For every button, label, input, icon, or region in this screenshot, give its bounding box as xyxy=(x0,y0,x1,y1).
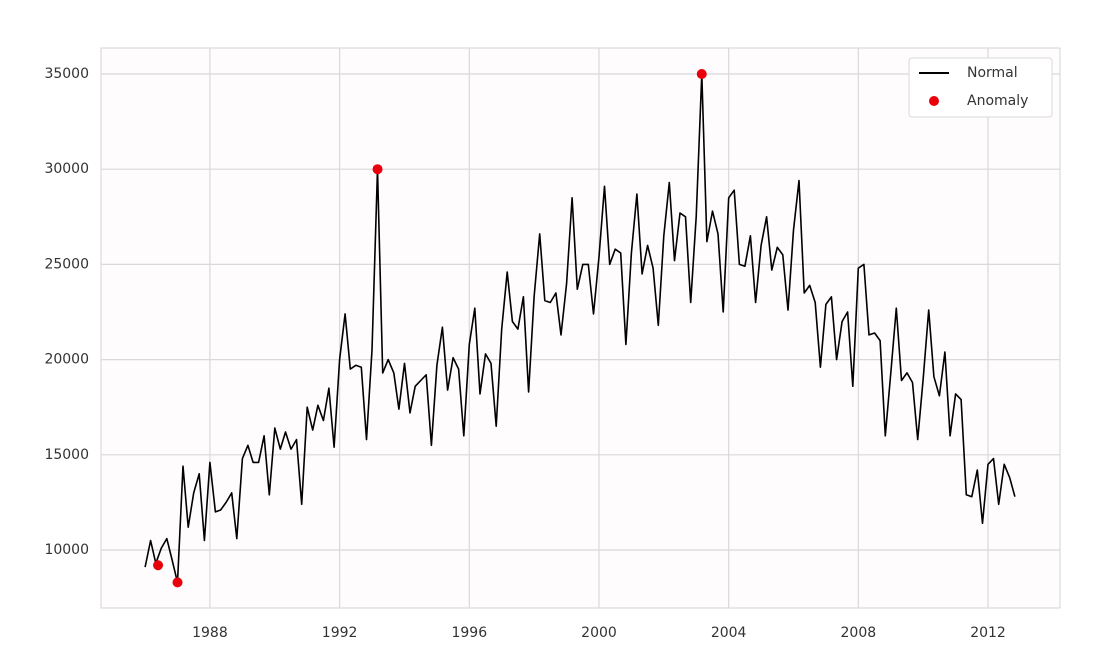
legend-label: Normal xyxy=(967,65,1018,81)
legend: Normal Anomaly xyxy=(908,57,1053,118)
y-tick-label: 30000 xyxy=(44,161,89,177)
plot-area xyxy=(100,47,1061,609)
x-tick-label: 2000 xyxy=(581,625,617,641)
y-tick-label: 35000 xyxy=(44,66,89,82)
y-tick-label: 20000 xyxy=(44,352,89,368)
x-tick-label: 2004 xyxy=(711,625,747,641)
x-tick-label: 2008 xyxy=(841,625,877,641)
x-tick-label: 1988 xyxy=(192,625,228,641)
legend-label: Anomaly xyxy=(967,93,1028,109)
x-tick-label: 2012 xyxy=(970,625,1006,641)
legend-swatch xyxy=(929,96,939,106)
anomaly-point xyxy=(696,69,707,80)
anomaly-point xyxy=(372,164,383,175)
line xyxy=(144,73,1016,584)
anomaly-point xyxy=(172,577,183,588)
y-tick-label: 15000 xyxy=(44,447,89,463)
y-tick-label: 10000 xyxy=(44,542,89,558)
x-tick-label: 1992 xyxy=(322,625,358,641)
y-tick-label: 25000 xyxy=(44,256,89,272)
anomaly-point xyxy=(153,560,164,571)
x-tick-label: 1996 xyxy=(451,625,487,641)
